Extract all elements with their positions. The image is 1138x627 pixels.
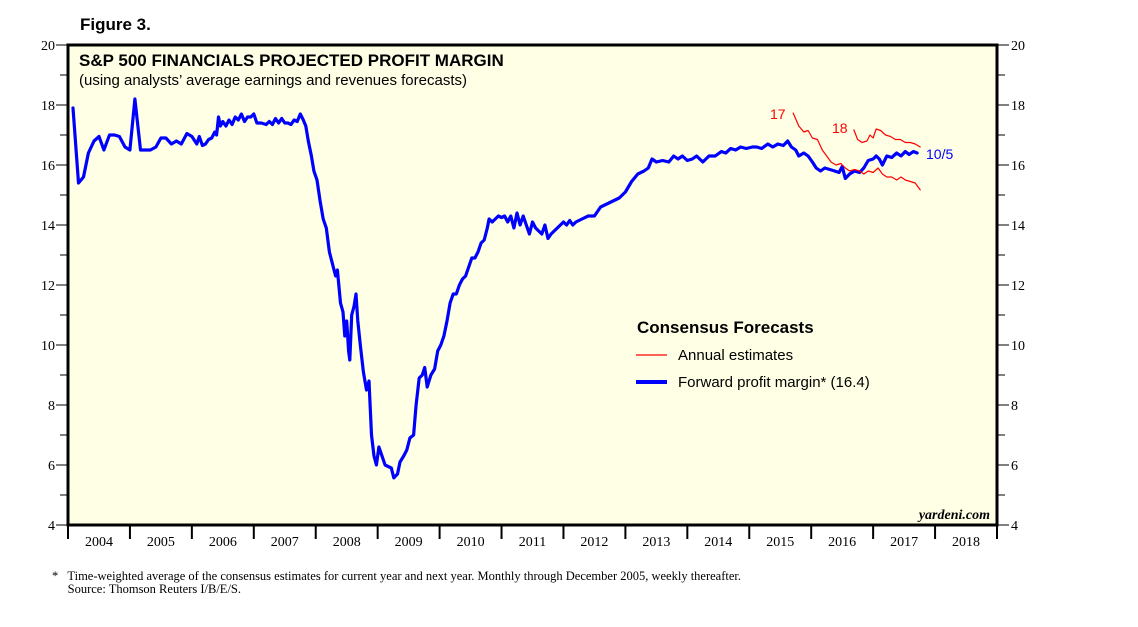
- y-tick-label-left: 14: [41, 219, 55, 234]
- y-axis-left: 4 6 8 10 12 14 16 18 20: [41, 39, 68, 534]
- x-tick-label: 2016: [828, 535, 856, 550]
- y-tick-label-left: 20: [41, 39, 55, 54]
- y-tick-label-right: 4: [1011, 519, 1018, 534]
- x-tick-label: 2008: [333, 535, 361, 550]
- legend: Consensus Forecasts Annual estimates For…: [636, 318, 870, 391]
- y-tick-label-left: 6: [48, 459, 55, 474]
- y-axis-right: 4 6 8 10 12 14 16 18 20: [997, 39, 1025, 534]
- x-tick-label: 2006: [209, 535, 237, 550]
- x-tick-label: 2013: [642, 535, 670, 550]
- x-tick-label: 2004: [85, 535, 113, 550]
- footnote-line-2: Source: Thomson Reuters I/B/E/S.: [52, 582, 241, 596]
- plot-frame: [66, 43, 999, 527]
- x-tick-label: 2014: [704, 535, 732, 550]
- series-layer: [71, 97, 921, 480]
- y-tick-label-left: 4: [48, 519, 55, 534]
- legend-title: Consensus Forecasts: [637, 318, 814, 337]
- x-axis: 2004 2005 2006 2007 2008 2009 2010 2011 2012 2013…: [67, 525, 998, 550]
- y-tick-label-right: 8: [1011, 399, 1018, 414]
- y-tick-label-right: 16: [1011, 159, 1025, 174]
- plot-area: [68, 45, 997, 525]
- annotation-label-18: 18: [832, 120, 848, 136]
- y-tick-label-left: 10: [41, 339, 55, 354]
- x-tick-label: 2017: [890, 535, 918, 550]
- footnote-line-1: * Time-weighted average of the consensus…: [52, 569, 741, 583]
- series-line-annual-estimate-17: [792, 112, 921, 191]
- y-tick-label-left: 18: [41, 99, 55, 114]
- y-tick-label-right: 6: [1011, 459, 1018, 474]
- y-tick-label-right: 12: [1011, 279, 1025, 294]
- y-tick-label-left: 16: [41, 159, 55, 174]
- legend-label-annual: Annual estimates: [678, 347, 793, 364]
- watermark: yardeni.com: [917, 508, 990, 523]
- annotation-label-date: 10/5: [926, 146, 953, 162]
- series-line-annual-estimate-18: [853, 128, 921, 148]
- chart-title: S&P 500 FINANCIALS PROJECTED PROFIT MARG…: [79, 51, 504, 70]
- y-tick-label-right: 10: [1011, 339, 1025, 354]
- x-tick-label: 2007: [271, 535, 299, 550]
- y-tick-label-right: 20: [1011, 39, 1025, 54]
- y-tick-label-right: 18: [1011, 99, 1025, 114]
- y-tick-label-left: 8: [48, 399, 55, 414]
- x-tick-label: 2005: [147, 535, 175, 550]
- legend-label-forward: Forward profit margin* (16.4): [678, 374, 870, 391]
- x-tick-label: 2012: [580, 535, 608, 550]
- annotation-label-17: 17: [770, 106, 786, 122]
- y-tick-label-left: 12: [41, 279, 55, 294]
- x-tick-label: 2009: [395, 535, 423, 550]
- series-line-forward-profit-margin: [71, 97, 919, 480]
- x-tick-label: 2011: [519, 535, 546, 550]
- x-tick-label: 2010: [457, 535, 485, 550]
- figure-label: Figure 3.: [80, 15, 151, 34]
- chart-subtitle: (using analysts’ average earnings and re…: [79, 72, 467, 89]
- x-tick-label: 2018: [952, 535, 980, 550]
- y-tick-label-right: 14: [1011, 219, 1025, 234]
- x-tick-label: 2015: [766, 535, 794, 550]
